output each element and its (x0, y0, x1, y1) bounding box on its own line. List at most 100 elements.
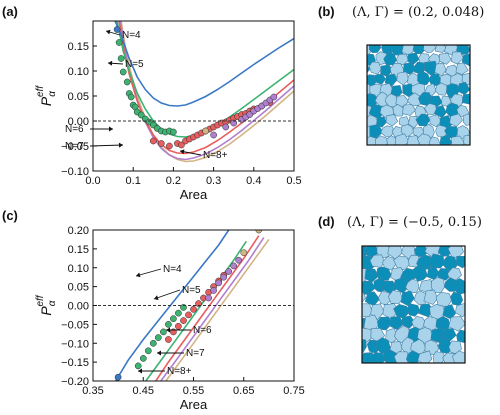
chartC-point-n-5 (139, 355, 147, 362)
tissue-d-cell (412, 264, 428, 282)
tissue-d-cell (451, 350, 465, 363)
tissue-d-cell (428, 253, 445, 269)
tissue-image-b (367, 45, 470, 145)
tissue-b-cell (424, 103, 437, 115)
chartA-point-n-7 (270, 93, 278, 101)
chartA-point-n-5 (117, 55, 125, 62)
tissue-b-cell (450, 51, 464, 65)
chartA-label-n-4: N=4 (122, 30, 141, 41)
chartC-label-n-5: N=5 (182, 285, 201, 296)
tissue-d-cell (405, 350, 420, 363)
tissue-b-cell (439, 52, 452, 65)
chart-c: 0.35 0.45 0.55 0.65 0.75 −0.20 −0.15 −0.10 −0.05… (35, 225, 305, 412)
chartA-label-n-5: N=5 (125, 59, 144, 70)
tissue-b-cell (439, 134, 453, 145)
chartC-point-n-7 (225, 268, 233, 275)
chartC-label-arrowhead (136, 272, 141, 278)
chartC-point-n-4 (114, 373, 122, 381)
chartC-ytick-label: 0.00 (68, 301, 89, 313)
tissue-b-cell (434, 82, 448, 96)
chartC-label-n-6: N=6 (193, 325, 212, 336)
panel-label-d: (d) (318, 214, 335, 229)
chartA-xtick-label: 0.1 (126, 175, 141, 187)
tissue-b-cell (434, 45, 447, 53)
tissue-b-cell (403, 62, 416, 75)
tissue-d-cell (407, 303, 420, 317)
tissue-b-cell (455, 62, 469, 75)
tissue-d-cell (447, 267, 462, 281)
chartA-point-n-6 (166, 142, 173, 150)
tissue-b-cell (407, 92, 423, 107)
chartC-point-n-8 (240, 249, 248, 257)
tissue-b-cell (369, 124, 384, 139)
tissue-b-cell (407, 52, 420, 65)
chartC-xtick-label: 0.65 (233, 385, 254, 397)
tissue-b-cell (385, 114, 399, 127)
chartA-ylabel: Pαeff (35, 85, 58, 106)
chartA-curve-n-5 (116, 21, 294, 138)
tissue-d-cell (430, 276, 445, 294)
tissue-d-cell (435, 291, 453, 308)
chartA-ytick-label: 0.00 (68, 116, 89, 128)
tissue-b-cell (449, 113, 463, 128)
chartC-xtick-label: 0.55 (183, 385, 204, 397)
tissue-d-cell (426, 266, 440, 280)
tissue-b-frame (366, 44, 471, 146)
chartA-label-n-7: N=7 (65, 141, 84, 152)
chartA-xtick-label: 0.4 (246, 175, 261, 187)
tissue-b-cell (380, 125, 395, 138)
chartA-curve-n-4 (114, 21, 294, 107)
tissue-d-cell (362, 327, 373, 343)
chartA-xtick-label: 0.2 (166, 175, 181, 187)
chartC-point-n-7 (210, 287, 217, 294)
tissue-d-frame (361, 245, 466, 364)
chartA-label-arrow (89, 144, 124, 147)
tissue-d-cell (423, 289, 438, 305)
chartC-curve-n-5 (145, 240, 247, 381)
chartC-ytick-label: −0.05 (61, 319, 89, 331)
tissue-b-cell (396, 53, 409, 66)
tissue-d-cell (432, 351, 447, 363)
chartA-xtick-label: 0.3 (206, 175, 221, 187)
chartA-point-n-7 (222, 123, 230, 131)
tissue-b-cell (368, 45, 382, 54)
chartA-xtick-label: 0.5 (286, 175, 301, 187)
chartC-point-n-7 (235, 256, 243, 264)
tissue-d-cell (453, 278, 465, 295)
tissue-b-cell (386, 135, 398, 145)
chartA-label-arrowhead (108, 60, 113, 66)
tissue-b-cell (392, 103, 405, 117)
chartC-curve-n-6 (155, 235, 260, 381)
tissue-d-cell (448, 316, 465, 332)
chartC-label-arrowhead (138, 368, 142, 374)
chartA-label-arrowhead (109, 126, 113, 132)
tissue-b-cell (429, 114, 442, 128)
tissue-d-cell (393, 351, 410, 363)
tissue-d-cell (423, 316, 440, 332)
chartC-point-n-6 (180, 317, 187, 324)
tissue-d-cell (387, 289, 403, 304)
chartC-xtick-label: 0.45 (133, 385, 154, 397)
chartA-label-arrowhead (106, 29, 111, 35)
chartC-curve-n-8 (165, 238, 270, 381)
tissue-d-cell (362, 290, 367, 304)
chartC-label-arrow (153, 289, 181, 300)
tissue-d-cell (376, 266, 392, 281)
tissue-b-cell (396, 71, 410, 86)
tissue-d-cell (401, 315, 416, 329)
chartC-point-n-5 (149, 339, 157, 347)
chartC-point-n-5 (175, 309, 182, 317)
chartC-ytick-label: −0.10 (61, 338, 89, 350)
tissue-b-cell (417, 71, 431, 86)
tissue-d-cell (455, 256, 465, 269)
tissue-b-cell (461, 72, 470, 86)
tissue-b-cell (367, 64, 371, 74)
tissue-b-cell (462, 113, 470, 126)
tissue-b-cell (423, 123, 435, 139)
chartA-point-n-4 (113, 26, 121, 33)
tissue-d-cell (437, 268, 451, 281)
chartA-point-n-5 (119, 68, 127, 76)
chartA-point-n-5 (137, 111, 145, 119)
tissue-d-cell (417, 350, 433, 363)
chartC-point-n-5 (134, 362, 142, 370)
